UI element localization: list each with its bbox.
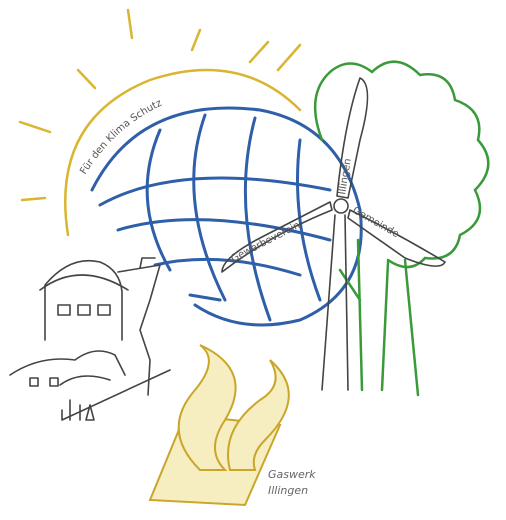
flame [148,344,290,507]
globe [90,106,363,327]
caption: Gaswerk [268,468,316,481]
sun [18,8,302,237]
blade-label: Gemeinde [351,205,401,240]
caption: Illingen [268,484,308,497]
hub [333,198,349,214]
sun-arc [64,68,302,237]
blade-label-path: Gemeinde [351,205,401,240]
tree [313,60,490,397]
wind-turbine [221,77,446,391]
buildings [9,257,171,421]
sun-rays [18,8,302,202]
